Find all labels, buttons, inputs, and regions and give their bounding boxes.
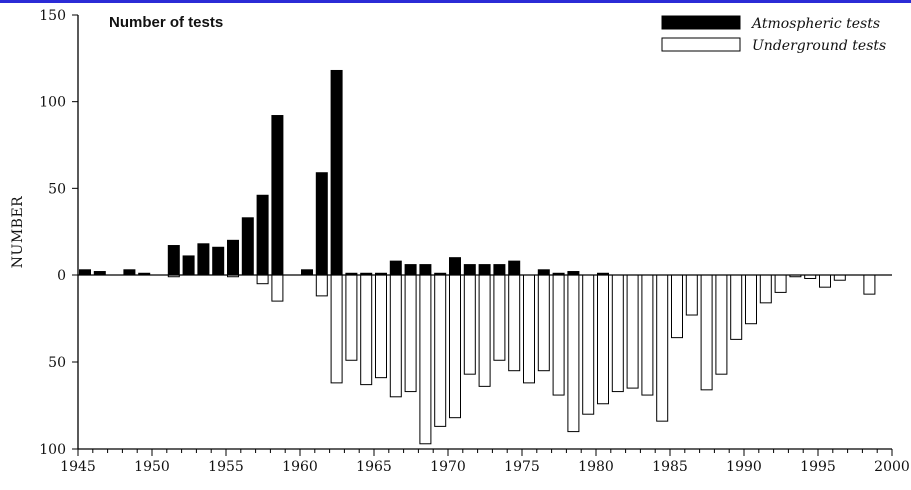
underground-bar-1969: [434, 274, 447, 427]
legend-label-underground: Underground tests: [752, 38, 886, 54]
underground-bar-1963: [345, 274, 358, 361]
underground-bar-1996: [833, 274, 846, 281]
atmospheric-bar-1955: [227, 239, 239, 276]
x-tick-label: 1990: [726, 459, 762, 475]
atmospheric-bar-1945: [79, 269, 91, 276]
atmospheric-bar-1971: [463, 264, 476, 276]
axis-ticks: 1945 1950 1955 1960 1965 1970 1975 1980 1985 1990…: [39, 8, 910, 475]
underground-bar-1961: [315, 274, 328, 297]
top-border: [0, 0, 911, 3]
atmospheric-bar-1960: [301, 269, 313, 276]
underground-bar-1966: [389, 274, 402, 398]
chart-title: Number of tests: [109, 14, 223, 31]
atmospheric-bar-1976: [537, 269, 550, 276]
underground-bar-1958: [271, 274, 284, 302]
underground-bar-1990: [745, 274, 757, 325]
underground-bar-1979: [582, 274, 595, 415]
atmospheric-bar-1962: [330, 69, 343, 276]
x-tick-label: 2000: [874, 459, 910, 475]
underground-bar-1980: [597, 274, 609, 405]
underground-bar-1977: [552, 274, 565, 396]
atmospheric-bar-1957: [256, 194, 269, 276]
underground-bar-1992: [774, 274, 787, 293]
atmospheric-bar-1954: [212, 246, 225, 276]
underground-bar-1986: [685, 274, 698, 316]
atmospheric-bar-1968: [419, 264, 432, 276]
legend-swatch-underground: [661, 37, 741, 52]
atmospheric-bar-1973: [493, 264, 506, 276]
underground-bar-1971: [463, 274, 476, 375]
x-tick-label: 1960: [282, 459, 318, 475]
y-tick-label: 150: [39, 8, 66, 24]
legend-label-atmospheric: Atmospheric tests: [750, 16, 880, 32]
underground-bar-1974: [508, 274, 521, 372]
underground-bar-1995: [819, 274, 831, 288]
y-tick-label: 50: [48, 181, 66, 197]
underground-bar-1975: [523, 274, 535, 384]
underground-bar-1957: [256, 274, 269, 285]
x-tick-label: 1980: [578, 459, 614, 475]
underground-bar-1962: [330, 274, 343, 384]
x-tick-label: 1975: [504, 459, 540, 475]
underground-bar-1983: [641, 274, 654, 396]
x-tick-label: 1970: [430, 459, 466, 475]
atmospheric-bar-1951: [167, 245, 180, 276]
bars-layer: [79, 69, 876, 445]
atmospheric-bar-1948: [123, 269, 136, 276]
x-tick-label: 1945: [60, 459, 96, 475]
atmospheric-bar-1953: [197, 243, 210, 276]
underground-bar-1976: [537, 274, 550, 372]
underground-bar-1965: [375, 274, 387, 379]
atmospheric-bar-1952: [182, 255, 195, 276]
underground-bar-1968: [419, 274, 432, 445]
atmospheric-bar-1958: [271, 115, 284, 276]
underground-bar-1984: [656, 274, 669, 422]
y-axis-label: NUMBER: [10, 196, 26, 268]
underground-bar-1991: [759, 274, 772, 304]
atmospheric-bar-1956: [241, 217, 254, 276]
atmospheric-bar-1972: [478, 264, 491, 276]
atmospheric-bar-1974: [508, 260, 521, 276]
x-tick-label: 1955: [208, 459, 244, 475]
underground-bar-1998: [863, 274, 876, 295]
underground-bar-1970: [449, 274, 461, 419]
underground-bar-1981: [611, 274, 624, 393]
legend-swatch-atmospheric: [661, 15, 741, 30]
atmospheric-bar-1970: [449, 257, 461, 276]
underground-bar-1967: [404, 274, 417, 393]
atmospheric-bar-1961: [315, 172, 328, 276]
legend: Atmospheric tests Underground tests: [661, 15, 886, 54]
underground-bar-1988: [715, 274, 728, 375]
y-tick-label: 0: [57, 268, 66, 284]
underground-bar-1978: [567, 274, 580, 433]
atmospheric-bar-1967: [404, 264, 417, 276]
underground-bar-1973: [493, 274, 506, 361]
y-tick-label: 100: [39, 442, 66, 458]
atmospheric-bar-1966: [389, 260, 402, 276]
y-tick-label: 50: [48, 355, 66, 371]
underground-bar-1964: [360, 274, 373, 386]
x-tick-label: 1950: [134, 459, 170, 475]
underground-bar-1987: [700, 274, 713, 391]
underground-bar-1982: [626, 274, 639, 389]
x-tick-label: 1985: [652, 459, 688, 475]
underground-bar-1985: [671, 274, 683, 339]
y-tick-label: 100: [39, 95, 66, 111]
x-tick-label: 1995: [800, 459, 836, 475]
underground-bar-1989: [730, 274, 743, 340]
x-tick-label: 1965: [356, 459, 392, 475]
underground-bar-1972: [478, 274, 491, 387]
